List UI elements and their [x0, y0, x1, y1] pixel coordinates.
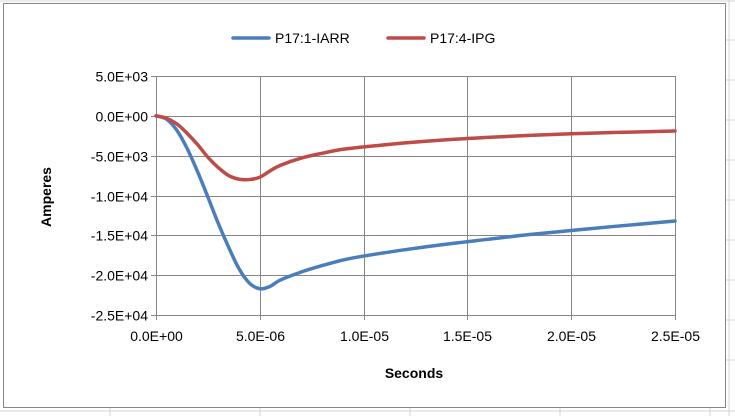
- x-tick-label: 2.0E-05: [547, 328, 596, 344]
- y-tick-label: -5.0E+03: [91, 149, 148, 165]
- line-chart: 0.0E+00 5.0E-06 1.0E-05 1.5E-05 2.0E-05 2.5E-…: [38, 30, 700, 381]
- y-tick-label: -1.5E+04: [91, 228, 148, 244]
- x-tick-label: 1.5E-05: [443, 328, 492, 344]
- x-tick-label: 5.0E-06: [236, 328, 285, 344]
- x-tick-label: 1.0E-05: [340, 328, 389, 344]
- chart-area[interactable]: 0.0E+00 5.0E-06 1.0E-05 1.5E-05 2.0E-05 2.5E-…: [3, 3, 726, 408]
- series-line-2: [154, 114, 677, 182]
- y-tick-label: -2.0E+04: [91, 268, 148, 284]
- x-tick-label: 0.0E+00: [130, 328, 183, 344]
- x-axis-title: Seconds: [385, 365, 444, 381]
- y-tick-labels: 5.0E+03 0.0E+00 -5.0E+03 -1.0E+04 -1.5E+04 -2…: [91, 69, 148, 324]
- y-tick-label: -1.0E+04: [91, 189, 148, 205]
- y-tick-label: 5.0E+03: [95, 69, 148, 85]
- legend-label-2: P17:4-IPG: [430, 30, 495, 46]
- series-line-1: [154, 114, 677, 291]
- y-tick-label: 0.0E+00: [95, 109, 148, 125]
- x-tick-labels: 0.0E+00 5.0E-06 1.0E-05 1.5E-05 2.0E-05 2.5E-…: [130, 328, 700, 344]
- y-axis-title: Amperes: [38, 167, 54, 227]
- gridlines: [156, 76, 676, 316]
- axes: [151, 76, 676, 320]
- legend: P17:1-IARR P17:4-IPG: [231, 30, 495, 46]
- legend-label-1: P17:1-IARR: [275, 30, 350, 46]
- x-tick-label: 2.5E-05: [651, 328, 700, 344]
- series-layer: [154, 114, 677, 291]
- y-tick-label: -2.5E+04: [91, 308, 148, 324]
